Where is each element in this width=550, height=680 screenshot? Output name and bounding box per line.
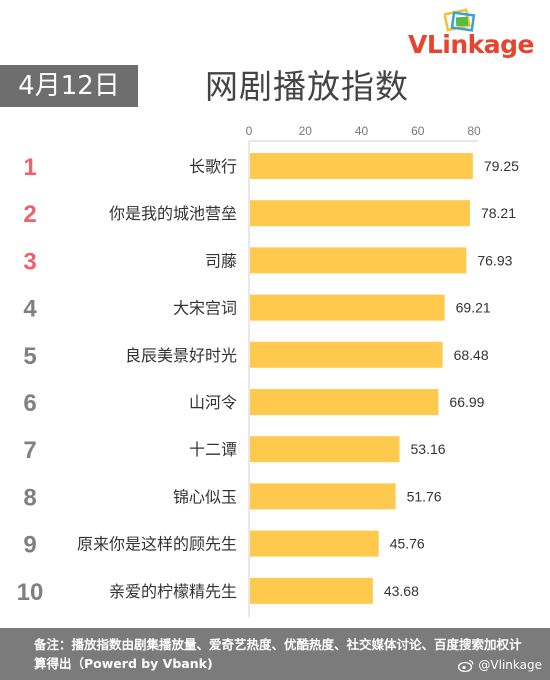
rank-number: 9 — [23, 532, 36, 559]
value-label: 79.25 — [484, 158, 519, 174]
value-label: 78.21 — [481, 205, 516, 221]
weibo-icon — [458, 659, 475, 672]
x-tick-label: 40 — [355, 124, 369, 138]
bar — [250, 200, 470, 227]
rank-number: 7 — [23, 437, 36, 464]
category-label: 大宋宫词 — [173, 299, 237, 318]
bar — [250, 247, 467, 274]
bar — [250, 577, 373, 604]
x-tick-label: 80 — [467, 124, 481, 138]
value-label: 69.21 — [456, 300, 491, 316]
bar — [250, 153, 473, 179]
value-label: 45.76 — [390, 536, 425, 552]
rank-number: 5 — [23, 343, 36, 370]
category-label: 良辰美景好时光 — [125, 346, 237, 365]
rank-number: 2 — [23, 201, 36, 228]
chart-title: 网剧播放指数 — [205, 67, 409, 106]
bar — [250, 483, 396, 510]
value-label: 66.99 — [449, 394, 484, 410]
bar-chart: 0 20 40 60 80 1 长歌行 79.25 2 你是我的城池营垒 78.21 3 司藤 76.93… — [17, 124, 519, 617]
watermark: @Vlinkage — [458, 658, 542, 672]
category-label: 原来你是这样的顾先生 — [77, 535, 237, 554]
rank-number: 6 — [23, 390, 36, 417]
value-label: 43.68 — [384, 583, 419, 599]
rank-number: 1 — [23, 154, 36, 181]
category-label: 亲爱的柠檬精先生 — [109, 582, 237, 601]
bar — [250, 530, 379, 557]
category-label: 你是我的城池营垒 — [109, 204, 237, 223]
category-label: 长歌行 — [189, 157, 237, 176]
footer-note-bar: 备注：播放指数由剧集播放量、爱奇艺热度、优酷热度、社交媒体讨论、百度搜索加权计算… — [0, 628, 550, 680]
rank-number: 8 — [23, 484, 36, 511]
category-label: 锦心似玉 — [173, 487, 237, 506]
bar — [250, 341, 443, 368]
x-tick-label: 60 — [411, 124, 425, 138]
category-label: 司藤 — [205, 251, 237, 270]
rank-number: 10 — [17, 579, 44, 606]
rank-number: 3 — [23, 248, 36, 275]
category-label: 山河令 — [189, 393, 237, 412]
logo-frames-icon — [444, 8, 476, 32]
value-label: 76.93 — [477, 252, 512, 268]
watermark-text: @Vlinkage — [478, 658, 542, 672]
vlinkage-logo: VLinkage — [408, 8, 543, 59]
value-label: 53.16 — [411, 441, 446, 457]
x-tick-label: 0 — [246, 124, 253, 138]
bar — [250, 389, 439, 415]
bar — [250, 436, 400, 463]
bar — [250, 294, 445, 321]
rank-number: 4 — [23, 296, 37, 323]
category-label: 十二谭 — [189, 440, 237, 459]
logo-text: VLinkage — [408, 30, 535, 59]
footer-note: 备注：播放指数由剧集播放量、爱奇艺热度、优酷热度、社交媒体讨论、百度搜索加权计算… — [34, 637, 522, 671]
value-label: 68.48 — [454, 347, 489, 363]
value-label: 51.76 — [407, 488, 442, 504]
x-tick-label: 20 — [299, 124, 313, 138]
date-badge: 4月12日 — [0, 65, 138, 107]
